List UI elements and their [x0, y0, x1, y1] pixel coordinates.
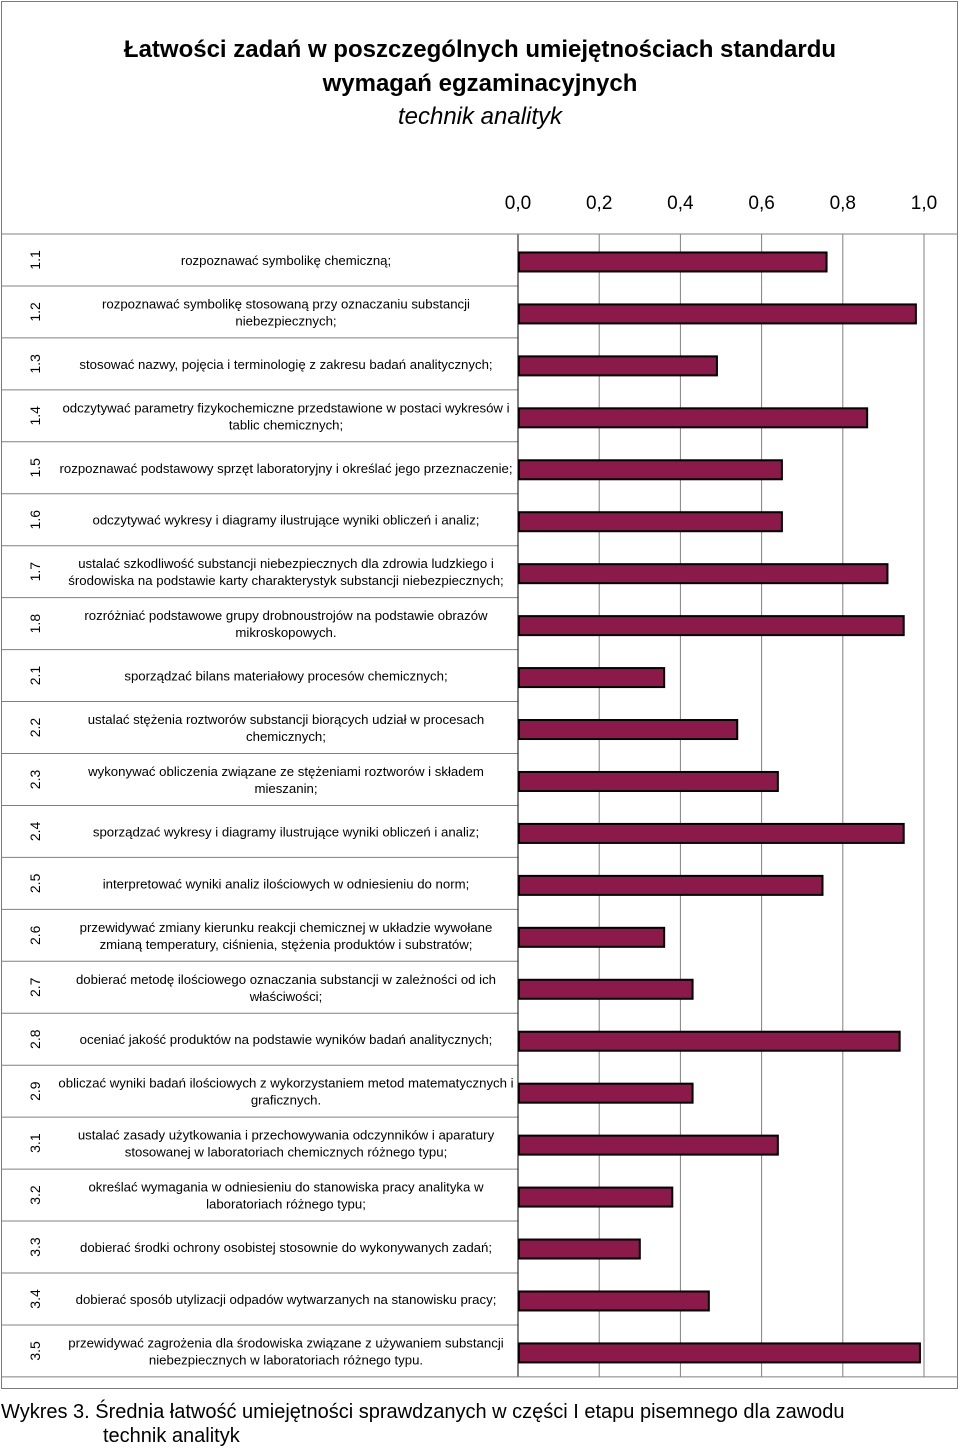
category-label: dobierać sposób utylizacji odpadów wytwa… [76, 1292, 497, 1307]
bar [518, 1030, 901, 1052]
category-label: stosowanej w laboratoriach chemicznych r… [125, 1145, 448, 1160]
bar [518, 978, 694, 1000]
category-label: stosować nazwy, pojęcia i terminologię z… [79, 357, 492, 372]
bar [518, 926, 666, 948]
bar [518, 719, 739, 741]
category-code: 2.4 [27, 821, 43, 841]
category-code: 2.7 [27, 977, 43, 997]
category-code: 2.8 [27, 1029, 43, 1049]
category-code: 1.8 [27, 614, 43, 634]
x-tick-label: 0,8 [829, 193, 857, 214]
category-code: 2.2 [27, 718, 43, 738]
bar [518, 1238, 641, 1260]
chart-frame [1, 1, 958, 1389]
category-label: rozróżniać podstawowe grupy drobnoustroj… [84, 608, 488, 623]
category-label: odczytywać parametry fizykochemiczne prz… [62, 400, 509, 415]
bar [518, 303, 917, 325]
category-code: 1.6 [27, 510, 43, 530]
category-label: zmianą temperatury, ciśnienia, stężenia … [100, 937, 473, 952]
category-code: 1.5 [27, 458, 43, 478]
category-label: mikroskopowych. [235, 625, 336, 640]
bar [518, 667, 666, 689]
category-code: 3.5 [27, 1341, 43, 1361]
category-label: odczytywać wykresy i diagramy ilustrując… [93, 513, 480, 528]
x-tick-label: 0,6 [748, 193, 775, 214]
category-code: 2.3 [27, 770, 43, 790]
category-code: 2.5 [27, 873, 43, 893]
bar [518, 355, 718, 377]
figure-caption-continued: technik analityk [103, 1425, 240, 1447]
category-code: 3.2 [27, 1185, 43, 1205]
category-label: rozpoznawać podstawowy sprzęt laboratory… [60, 461, 513, 476]
bar-chart: 1.1 rozpoznawać symbolikę chemiczną; 1.2 ro… [1, 233, 958, 1378]
category-label: określać wymagania w odniesieniu do stan… [88, 1180, 484, 1195]
figure-caption: Wykres 3. Średnia łatwość umiejętności s… [1, 1401, 845, 1423]
x-tick-label: 1,0 [910, 193, 938, 214]
x-tick-label: 0,4 [667, 193, 694, 214]
category-label: graficznych. [251, 1093, 321, 1108]
category-label: ustalać zasady użytkowania i przechowywa… [78, 1128, 495, 1143]
category-label: rozpoznawać symbolikę chemiczną; [181, 253, 391, 268]
category-label: laboratoriach różnego typu; [206, 1197, 366, 1212]
x-tick-label: 0,0 [504, 193, 532, 214]
x-tick-label: 0,2 [585, 193, 613, 214]
category-label: przewidywać zmiany kierunku reakcji chem… [80, 920, 493, 935]
bar [518, 615, 905, 637]
bar [518, 407, 869, 429]
bar [518, 822, 905, 844]
bar [518, 251, 828, 273]
category-code: 1.3 [27, 354, 43, 374]
bar [518, 1342, 921, 1364]
x-axis-tick-labels: 0,0 0,2 0,4 0,6 0,8 1,0 [0, 193, 960, 219]
category-code: 2.1 [27, 666, 43, 686]
category-code: 3.1 [27, 1133, 43, 1153]
category-label: ustalać szkodliwość substancji niebezpie… [78, 556, 494, 571]
category-code: 3.3 [27, 1237, 43, 1257]
category-label: oceniać jakość produktów na podstawie wy… [80, 1032, 493, 1047]
category-label: dobierać metodę ilościowego oznaczania s… [76, 972, 496, 987]
category-label: środowiska na podstawie karty charaktery… [68, 573, 503, 588]
bar [518, 1134, 779, 1156]
category-label: chemicznych; [246, 729, 326, 744]
category-label: dobierać środki ochrony osobistej stosow… [80, 1240, 492, 1255]
category-label: niebezpiecznych w laboratoriach różnego … [149, 1352, 423, 1367]
bar [518, 770, 779, 792]
chart-title-continued: wymagań egzaminacyjnych [322, 70, 638, 97]
bar [518, 563, 889, 585]
category-code: 2.6 [27, 925, 43, 945]
category-label: interpretować wyniki analiz ilościowych … [103, 876, 470, 891]
category-code: 1.4 [27, 406, 43, 426]
bar [518, 459, 783, 481]
category-label: sporządzać bilans materiałowy procesów c… [124, 669, 447, 684]
chart-subtitle: technik analityk [397, 103, 563, 130]
bar [518, 1186, 674, 1208]
category-label: właściwości; [249, 989, 323, 1004]
category-label: przewidywać zagrożenia dla środowiska zw… [68, 1335, 503, 1350]
category-label: rozpoznawać symbolikę stosowaną przy ozn… [102, 296, 470, 311]
category-label: wykonywać obliczenia związane ze stężeni… [87, 764, 484, 779]
category-code: 1.1 [27, 250, 43, 270]
category-label: niebezpiecznych; [235, 313, 336, 328]
category-code: 1.7 [27, 562, 43, 582]
category-label: sporządzać wykresy i diagramy ilustrując… [93, 824, 479, 839]
category-label: tablic chemicznych; [229, 417, 343, 432]
bar [518, 511, 783, 533]
category-code: 3.4 [27, 1289, 43, 1309]
category-label: ustalać stężenia roztworów substancji bi… [88, 712, 485, 727]
category-label: mieszanin; [254, 781, 317, 796]
bar [518, 874, 824, 896]
bar [518, 1290, 710, 1312]
category-code: 2.9 [27, 1081, 43, 1101]
category-label: obliczać wyniki badań ilościowych z wyko… [58, 1076, 513, 1091]
category-code: 1.2 [27, 302, 43, 322]
chart-title: Łatwości zadań w poszczególnych umiejętn… [123, 36, 837, 63]
bar [518, 1082, 694, 1104]
